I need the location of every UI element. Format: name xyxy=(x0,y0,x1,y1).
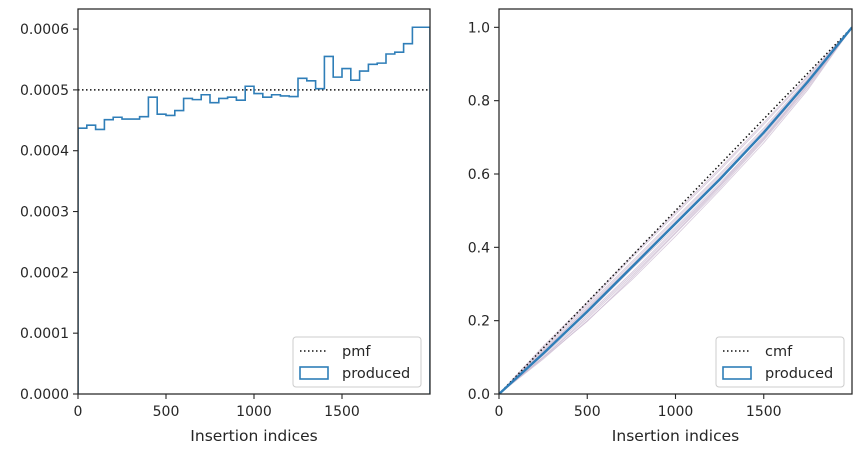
y-tick-label: 0.0 xyxy=(468,387,490,403)
y-tick-label: 0.0005 xyxy=(20,83,69,99)
realization-line xyxy=(499,27,852,394)
y-tick-label: 0.0003 xyxy=(20,205,69,221)
x-tick-label: 1000 xyxy=(658,404,694,420)
cmf-produced-line xyxy=(499,26,852,394)
pmf-produced-step-line xyxy=(78,26,430,394)
pmf-chart-panel: 0 500 1000 1500 0.0000 0.0001 0.0002 0.0003 0.00… xyxy=(20,8,431,445)
axes-frame xyxy=(77,8,431,395)
y-tick-label: 0.0004 xyxy=(20,144,69,160)
pmf-legend: pmf produced xyxy=(292,336,422,388)
realization-line xyxy=(499,27,852,394)
y-tick-label: 0.4 xyxy=(468,240,490,256)
x-axis-label: Insertion indices xyxy=(612,427,739,445)
y-tick-label: 0.8 xyxy=(468,94,490,110)
legend-produced-swatch xyxy=(299,366,329,380)
legend-reference-label: cmf xyxy=(765,344,793,360)
y-tick-label: 0.2 xyxy=(468,314,490,330)
y-tick-label: 0.0002 xyxy=(20,265,69,281)
y-tick-label: 1.0 xyxy=(468,20,490,36)
y-tick-label: 0.0001 xyxy=(20,326,69,342)
legend-produced-swatch xyxy=(722,366,752,380)
legend-produced-label: produced xyxy=(765,366,833,382)
legend-box xyxy=(292,336,422,388)
x-tick-label: 0 xyxy=(74,404,83,420)
cmf-legend: cmf produced xyxy=(715,336,845,388)
x-tick-label: 500 xyxy=(574,404,601,420)
x-tick-label: 0 xyxy=(495,404,504,420)
y-tick-label: 0.0006 xyxy=(20,22,69,38)
legend-box xyxy=(715,336,845,388)
plot-area xyxy=(499,26,852,394)
cmf-chart-panel: 0 500 1000 1500 0.0 0.2 0.4 0.6 0.8 1.0 Insertion … xyxy=(468,8,853,445)
y-tick-label: 0.6 xyxy=(468,167,490,183)
x-tick-label: 500 xyxy=(153,404,180,420)
x-tick-label: 1000 xyxy=(236,404,272,420)
x-tick-label: 1500 xyxy=(746,404,782,420)
legend-reference-label: pmf xyxy=(342,344,371,360)
plot-area xyxy=(78,26,430,394)
realization-line xyxy=(499,27,852,394)
axes-frame xyxy=(498,8,853,395)
x-axis-label: Insertion indices xyxy=(190,427,317,445)
cmf-reference-line xyxy=(499,26,852,394)
realization-line xyxy=(499,27,852,394)
y-tick-label: 0.0000 xyxy=(20,387,69,403)
x-tick-label: 1500 xyxy=(324,404,360,420)
legend-produced-label: produced xyxy=(342,366,410,382)
realization-line xyxy=(499,27,852,394)
